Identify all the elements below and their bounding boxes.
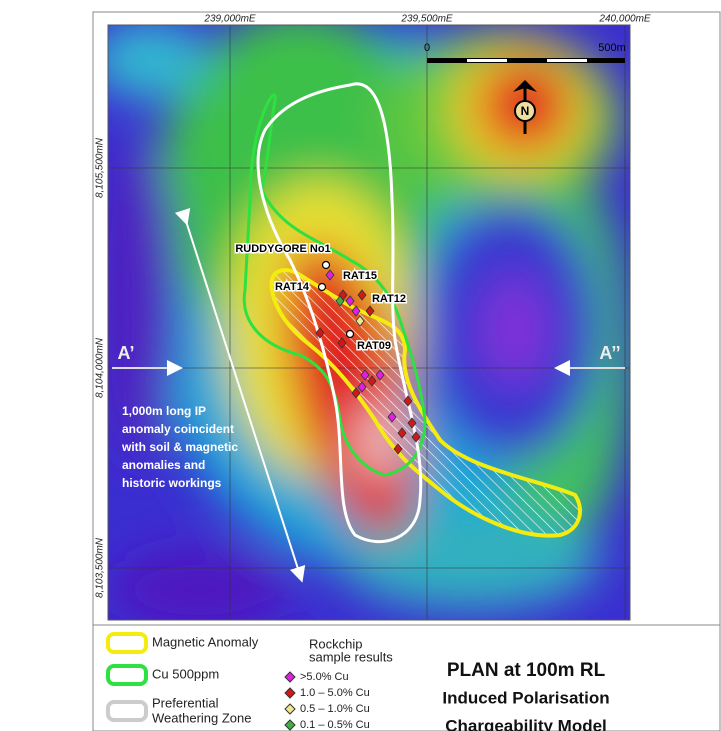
site-label: RAT09 <box>357 340 391 352</box>
figure-title: Induced Polarisation <box>442 688 609 707</box>
section-line: A’ A’’ <box>112 343 625 376</box>
samples <box>315 269 421 455</box>
legend-label: 0.5 – 1.0% Cu <box>300 703 370 715</box>
section-left: A’ <box>117 343 134 363</box>
figure-title: PLAN at 100m RL <box>447 660 606 681</box>
legend-label: Weathering Zone <box>152 710 252 725</box>
legend-label: Cu 500ppm <box>152 666 219 681</box>
map-border <box>107 24 631 621</box>
site-label: RAT12 <box>372 293 406 305</box>
annotation-line: 1,000m long IP <box>122 404 206 418</box>
legend-label: 0.1 – 0.5% Cu <box>300 719 370 731</box>
section-right: A’’ <box>599 343 620 363</box>
legend-label: 1.0 – 5.0% Cu <box>300 687 370 699</box>
northing-label: 8,105,500mN <box>95 137 106 198</box>
north-label: N <box>521 104 530 118</box>
annotation-line: anomalies and <box>122 458 205 472</box>
easting-label: 239,000mE <box>203 14 255 25</box>
northing-label: 8,104,000mN <box>95 337 106 398</box>
legend-label: Magnetic Anomaly <box>152 634 259 649</box>
weathering-zone <box>256 82 423 544</box>
legend-label: >5.0% Cu <box>300 671 349 683</box>
frame <box>92 11 721 731</box>
scale-end: 500m <box>598 42 626 54</box>
site-label: RUDDYGORE No1 <box>235 243 330 255</box>
annotation-line: anomaly coincident <box>122 422 234 436</box>
legend-label: Preferential <box>152 695 219 710</box>
scale-bar: 0 500m <box>424 42 626 63</box>
figure-title: Chargeability Model <box>445 716 607 731</box>
annotation: 1,000m long IP anomaly coincident with soi… <box>121 404 238 490</box>
site-label: RAT14 <box>275 281 310 293</box>
anomaly-extent <box>174 207 306 583</box>
legend: Magnetic Anomaly Cu 500ppm PreferentialWea… <box>106 632 610 731</box>
easting-label: 239,500mE <box>400 14 452 25</box>
annotation-line: historic workings <box>122 476 222 490</box>
annotation-line: with soil & magnetic <box>121 440 238 454</box>
north-arrow: N <box>513 80 537 134</box>
scale-start: 0 <box>424 42 430 54</box>
northing-label: 8,103,500mN <box>95 537 106 598</box>
legend-title: sample results <box>309 649 393 664</box>
legend-title: Rockchip <box>309 636 362 651</box>
easting-label: 240,000mE <box>598 14 650 25</box>
drillholes <box>317 260 355 339</box>
cu-500ppm <box>242 93 427 477</box>
site-label: RAT15 <box>343 270 377 282</box>
